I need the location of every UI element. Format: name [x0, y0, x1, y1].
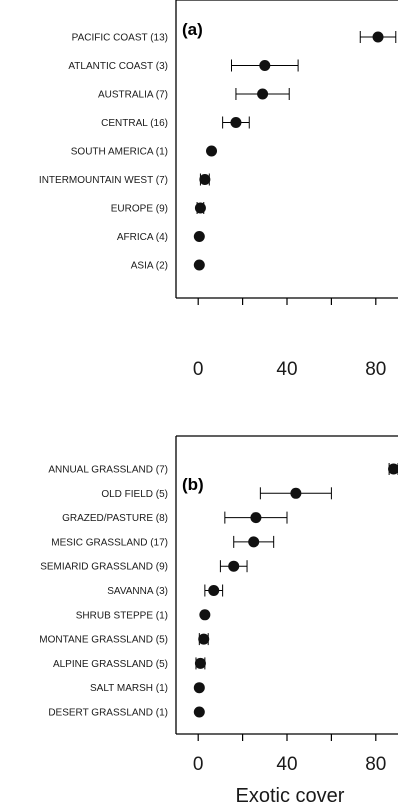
category-label: ATLANTIC COAST (3) — [68, 61, 168, 72]
category-label: ALPINE GRASSLAND (5) — [53, 659, 168, 670]
data-point — [259, 60, 271, 71]
data-point — [208, 585, 220, 596]
data-point — [257, 88, 269, 100]
category-label: SOUTH AMERICA (1) — [71, 147, 168, 158]
category-label: EUROPE (9) — [111, 204, 168, 215]
data-point — [372, 31, 384, 43]
category-label: CENTRAL (16) — [101, 118, 168, 129]
data-point — [198, 633, 210, 645]
panel-a: (a) 0 40 80 PACIFIC COAST (13) ATLANTIC COAST… — [39, 0, 398, 380]
category-label: GRAZED/PASTURE (8) — [62, 513, 168, 524]
x-tick-label: 80 — [365, 754, 386, 775]
category-label: DESERT GRASSLAND (1) — [48, 708, 168, 719]
data-point — [248, 536, 260, 548]
panel-label: (a) — [182, 20, 203, 39]
data-point — [230, 117, 242, 128]
category-label: MESIC GRASSLAND (17) — [51, 537, 168, 548]
data-point — [193, 231, 205, 242]
category-label: MONTANE GRASSLAND (5) — [39, 635, 168, 646]
category-label: SEMIARID GRASSLAND (9) — [40, 562, 168, 573]
panel-label: (b) — [182, 475, 204, 494]
x-tick-label: 80 — [365, 359, 386, 380]
data-point — [206, 145, 218, 157]
data-point — [290, 487, 302, 499]
category-label: ASIA (2) — [131, 261, 168, 272]
category-label: INTERMOUNTAIN WEST (7) — [39, 175, 168, 186]
x-axis-title: Exotic cover — [236, 785, 345, 806]
category-label: SAVANNA (3) — [107, 586, 168, 597]
x-tick-label: 40 — [276, 754, 297, 775]
data-point — [228, 560, 240, 572]
data-point — [194, 202, 206, 214]
category-label: AFRICA (4) — [117, 232, 168, 243]
data-point — [199, 174, 211, 185]
category-label: SHRUB STEPPE (1) — [76, 610, 168, 621]
category-label: AUSTRALIA (7) — [98, 90, 168, 101]
category-label: PACIFIC COAST (13) — [72, 33, 168, 44]
data-point — [193, 706, 205, 718]
data-point — [194, 657, 206, 669]
data-point — [199, 609, 211, 621]
data-point — [193, 259, 205, 271]
x-tick-label: 0 — [193, 359, 204, 380]
data-point — [193, 682, 205, 694]
category-label: ANNUAL GRASSLAND (7) — [48, 465, 168, 476]
x-tick-label: 40 — [276, 359, 297, 380]
panel-b: (b) 0 40 80 Exotic cover ANNUAL GRASSLAND (7)… — [39, 435, 398, 806]
data-point — [388, 463, 398, 475]
category-label: SALT MARSH (1) — [90, 683, 168, 694]
x-tick-label: 0 — [193, 754, 204, 775]
data-point — [250, 512, 262, 524]
category-label: OLD FIELD (5) — [101, 489, 168, 500]
